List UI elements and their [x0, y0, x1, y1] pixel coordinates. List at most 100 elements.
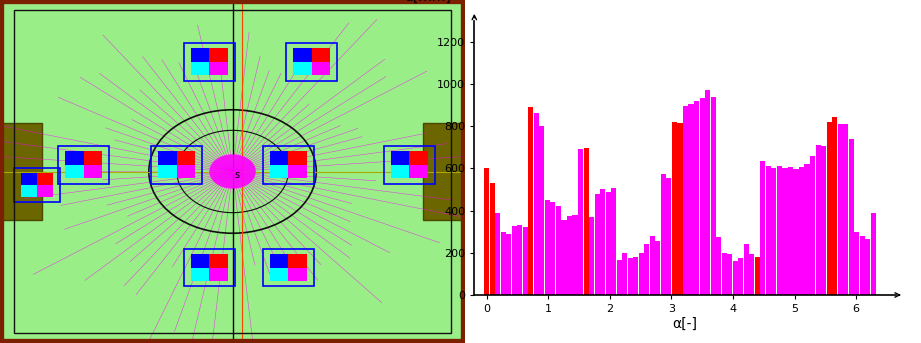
Bar: [512, 226, 517, 295]
Bar: [191, 268, 209, 281]
Bar: [832, 117, 837, 295]
Bar: [606, 191, 611, 295]
Bar: [191, 62, 209, 75]
Y-axis label: d[mm]: d[mm]: [404, 0, 451, 4]
Bar: [783, 168, 787, 295]
Bar: [617, 260, 622, 295]
Bar: [84, 151, 102, 165]
Bar: [859, 236, 865, 295]
Text: s: s: [235, 170, 239, 180]
Bar: [650, 236, 655, 295]
Bar: [158, 165, 177, 178]
Bar: [270, 254, 307, 281]
Bar: [293, 48, 311, 62]
Bar: [288, 268, 307, 281]
Bar: [822, 146, 826, 295]
Bar: [409, 165, 428, 178]
Bar: [578, 149, 583, 295]
Bar: [556, 206, 561, 295]
Circle shape: [209, 154, 256, 189]
Bar: [391, 151, 428, 178]
Bar: [391, 165, 409, 178]
Bar: [799, 167, 804, 295]
Bar: [722, 253, 727, 295]
Bar: [600, 189, 605, 295]
Bar: [683, 106, 688, 295]
Bar: [270, 268, 288, 281]
Bar: [507, 234, 511, 295]
Bar: [183, 249, 235, 286]
Bar: [816, 145, 821, 295]
Bar: [750, 254, 754, 295]
Bar: [534, 114, 539, 295]
Bar: [270, 254, 288, 268]
Bar: [293, 48, 331, 75]
Bar: [262, 249, 314, 286]
Bar: [761, 161, 765, 295]
Bar: [311, 48, 331, 62]
Bar: [191, 48, 227, 75]
Bar: [623, 253, 627, 295]
Bar: [158, 151, 195, 178]
Bar: [744, 244, 749, 295]
Bar: [656, 241, 660, 295]
Bar: [540, 126, 544, 295]
Bar: [551, 202, 555, 295]
Bar: [694, 101, 699, 295]
Bar: [865, 239, 870, 295]
Bar: [794, 169, 799, 295]
Bar: [595, 194, 600, 295]
Bar: [854, 232, 859, 295]
Bar: [391, 151, 409, 165]
Bar: [37, 185, 53, 197]
Bar: [191, 254, 209, 268]
Bar: [810, 156, 815, 295]
Bar: [209, 254, 227, 268]
Bar: [288, 254, 307, 268]
Bar: [848, 139, 854, 295]
Bar: [270, 165, 288, 178]
Bar: [288, 165, 307, 178]
Bar: [717, 237, 721, 295]
Bar: [788, 167, 793, 295]
Bar: [209, 268, 227, 281]
Bar: [772, 168, 776, 295]
Bar: [645, 244, 649, 295]
Bar: [21, 173, 37, 185]
Bar: [501, 232, 506, 295]
Bar: [689, 104, 694, 295]
Bar: [177, 165, 195, 178]
Bar: [777, 166, 782, 295]
Bar: [484, 168, 489, 295]
Bar: [65, 151, 102, 178]
Bar: [495, 213, 500, 295]
Bar: [705, 90, 710, 295]
Bar: [711, 97, 716, 295]
Bar: [733, 261, 738, 295]
Bar: [518, 225, 522, 295]
Bar: [612, 188, 616, 295]
X-axis label: α[-]: α[-]: [672, 317, 698, 331]
Bar: [384, 146, 435, 184]
Bar: [870, 213, 876, 295]
Bar: [21, 173, 53, 197]
Bar: [589, 217, 594, 295]
Bar: [678, 123, 682, 295]
Bar: [286, 43, 337, 81]
Bar: [177, 151, 195, 165]
Bar: [755, 257, 760, 295]
Bar: [65, 165, 84, 178]
Bar: [805, 164, 810, 295]
Bar: [739, 258, 743, 295]
Bar: [567, 216, 572, 295]
Bar: [700, 98, 705, 295]
Bar: [270, 151, 288, 165]
Bar: [634, 257, 638, 295]
Bar: [490, 183, 495, 295]
Bar: [262, 146, 314, 184]
Bar: [409, 151, 428, 165]
Bar: [661, 174, 666, 295]
Bar: [667, 178, 671, 295]
Bar: [0, 123, 41, 220]
Bar: [766, 166, 771, 295]
